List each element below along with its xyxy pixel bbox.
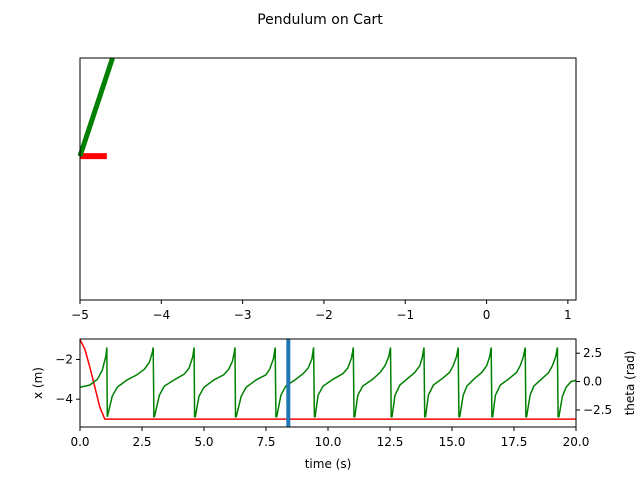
right-y-tick-label: 0.0 [583, 375, 602, 389]
bottom-x-tick-label: 5.0 [194, 435, 213, 449]
bottom-x-tick-label: 10.0 [315, 435, 342, 449]
top-x-tick-label: −3 [234, 308, 252, 322]
top-x-tick-label: 1 [564, 308, 572, 322]
animation-panel: −5 −4 −3 −2 −1 0 1 [71, 57, 577, 322]
right-y-tick-label: 2.5 [583, 346, 602, 360]
bottom-x-tick-label: 0.0 [70, 435, 89, 449]
y-axis-label-right: theta (rad) [623, 351, 637, 416]
top-x-tick-label: −4 [152, 308, 170, 322]
top-x-tick-label: 0 [483, 308, 491, 322]
timeseries-panel: 0.0 2.5 5.0 7.5 10.0 12.5 15.0 17.5 20.0 −2 −4 2.5 0… [31, 338, 637, 471]
x-axis-label: time (s) [305, 457, 352, 471]
pendulum-rod [77, 57, 115, 157]
theta-series [80, 347, 576, 418]
right-y-tick-label: −2.5 [583, 403, 612, 417]
top-x-tick-label: −1 [396, 308, 414, 322]
x-position-series [80, 339, 576, 420]
bottom-x-tick-label: 15.0 [439, 435, 466, 449]
bottom-x-tick-label: 12.5 [377, 435, 404, 449]
top-x-tick-label: −5 [71, 308, 89, 322]
bottom-x-tick-label: 17.5 [501, 435, 528, 449]
figure-title: Pendulum on Cart [257, 12, 383, 28]
animation-axes-frame [79, 57, 577, 301]
bottom-x-tick-label: 7.5 [256, 435, 275, 449]
top-x-tick-label: −2 [315, 308, 333, 322]
left-y-tick-label: −2 [55, 352, 73, 366]
bottom-x-tick-label: 20.0 [563, 435, 590, 449]
bottom-x-tick-label: 2.5 [132, 435, 151, 449]
y-axis-label-left: x (m) [31, 367, 45, 399]
left-y-tick-label: −4 [55, 392, 73, 406]
